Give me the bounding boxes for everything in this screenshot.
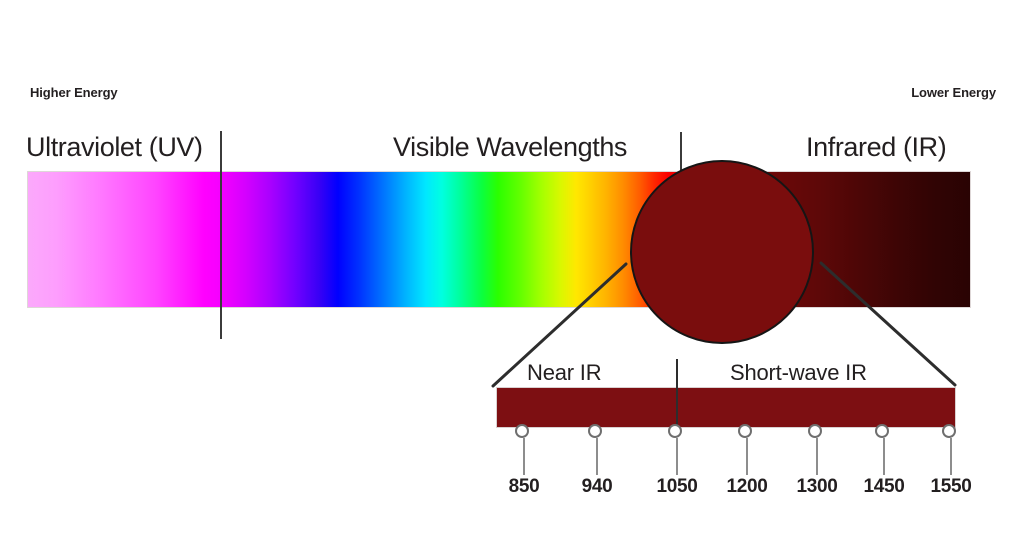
tick-stem [746, 438, 748, 475]
magnified-ir-region-circle [630, 160, 814, 344]
tick-knob-icon [738, 424, 752, 438]
near-shortwave-divider [676, 359, 678, 433]
region-title-infrared: Infrared (IR) [806, 132, 947, 162]
tick-value: 1550 [930, 476, 972, 497]
tick-stem [816, 438, 818, 475]
lower-energy-label: Lower Energy [911, 85, 996, 100]
tick-stem [883, 438, 885, 475]
uv-visible-divider [220, 131, 222, 339]
detail-band-title-near-ir: Near IR [527, 360, 602, 385]
tick-stem [950, 438, 952, 475]
tick-knob-icon [875, 424, 889, 438]
tick-stem [676, 438, 678, 475]
detail-band-title-short-wave-ir: Short-wave IR [730, 360, 867, 385]
tick-value: 1050 [656, 476, 698, 497]
region-title-visible: Visible Wavelengths [393, 132, 628, 162]
tick-knob-icon [515, 424, 529, 438]
tick-stem [523, 438, 525, 475]
tick-knob-icon [942, 424, 956, 438]
tick-knob-icon [668, 424, 682, 438]
infrared-detail-bar [497, 388, 955, 427]
tick-value: 850 [508, 476, 540, 497]
tick-knob-icon [588, 424, 602, 438]
tick-stem [596, 438, 598, 475]
higher-energy-label: Higher Energy [30, 85, 118, 100]
tick-value: 1200 [726, 476, 768, 497]
spectrum-gradient-bar [28, 172, 970, 307]
tick-value: 940 [581, 476, 613, 497]
tick-knob-icon [808, 424, 822, 438]
tick-value: 1300 [796, 476, 838, 497]
region-title-ultraviolet: Ultraviolet (UV) [26, 132, 203, 162]
tick-value: 1450 [863, 476, 905, 497]
visible-infrared-divider [680, 132, 682, 176]
